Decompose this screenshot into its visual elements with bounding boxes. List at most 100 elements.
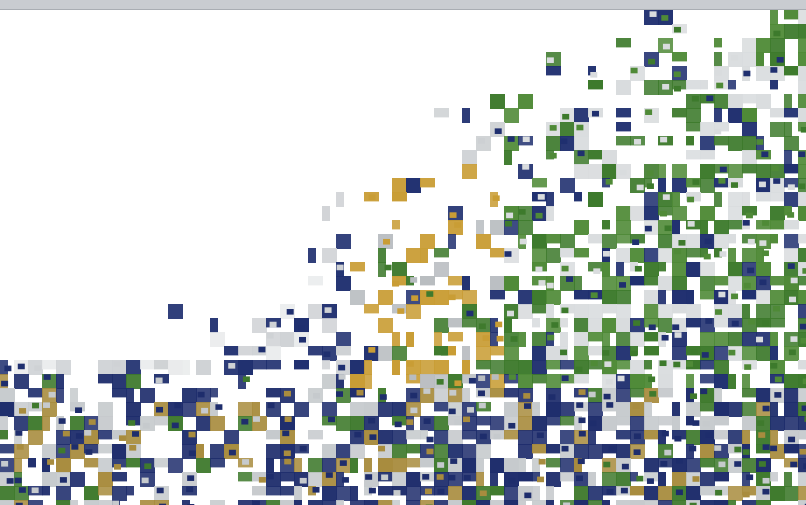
map-tile bbox=[378, 445, 386, 452]
map-tile bbox=[789, 296, 796, 303]
map-tile bbox=[258, 346, 266, 353]
map-tile bbox=[48, 391, 56, 398]
map-tile bbox=[784, 178, 799, 188]
map-tile bbox=[560, 318, 568, 328]
map-tile bbox=[602, 290, 617, 305]
map-tile bbox=[364, 500, 379, 505]
map-tile bbox=[660, 460, 668, 467]
map-tile bbox=[210, 500, 225, 505]
map-tile bbox=[770, 346, 778, 361]
map-tile bbox=[758, 432, 766, 438]
map-tile bbox=[716, 82, 724, 89]
map-tile bbox=[602, 234, 617, 249]
map-tile bbox=[476, 472, 484, 487]
map-tile bbox=[658, 262, 666, 272]
map-tile bbox=[518, 332, 526, 347]
map-tile bbox=[630, 276, 645, 286]
map-tile bbox=[602, 346, 617, 361]
map-tile bbox=[252, 360, 267, 370]
map-tile bbox=[378, 248, 386, 263]
map-tile bbox=[706, 95, 714, 102]
map-tile bbox=[593, 268, 601, 274]
map-tile bbox=[532, 416, 547, 431]
map-tile bbox=[602, 262, 610, 277]
map-tile bbox=[798, 472, 806, 487]
map-tile bbox=[406, 430, 421, 440]
map-tile bbox=[728, 248, 736, 263]
map-tile bbox=[588, 304, 603, 319]
map-tile bbox=[0, 402, 15, 417]
map-tile bbox=[28, 416, 43, 431]
map-tile bbox=[658, 248, 673, 263]
map-tile bbox=[210, 402, 218, 417]
map-tile bbox=[338, 364, 346, 371]
map-tile bbox=[28, 500, 43, 505]
map-tile bbox=[0, 486, 15, 501]
map-tile bbox=[630, 500, 645, 505]
map-tile bbox=[700, 122, 715, 137]
map-tile bbox=[286, 309, 294, 315]
map-tile bbox=[686, 248, 701, 258]
map-tile bbox=[322, 472, 337, 487]
map-tile bbox=[523, 403, 531, 409]
map-tile bbox=[686, 234, 701, 249]
map-tile bbox=[98, 374, 113, 384]
map-tile bbox=[448, 430, 463, 445]
map-tile bbox=[770, 38, 785, 53]
map-tile bbox=[336, 264, 344, 271]
map-tile bbox=[686, 192, 701, 202]
map-tile bbox=[714, 136, 729, 146]
map-tile bbox=[392, 402, 407, 417]
map-tile bbox=[140, 360, 155, 370]
map-tile bbox=[462, 318, 477, 328]
map-tile bbox=[616, 262, 624, 277]
map-tile bbox=[590, 292, 598, 298]
map-tile bbox=[771, 165, 779, 172]
map-tile bbox=[770, 472, 778, 482]
map-tile bbox=[730, 182, 738, 188]
map-tile bbox=[174, 402, 182, 409]
map-tile bbox=[392, 178, 407, 193]
map-tile bbox=[84, 486, 99, 501]
map-tile bbox=[770, 67, 778, 73]
map-tile bbox=[406, 419, 414, 425]
map-tile bbox=[126, 402, 141, 417]
map-tile bbox=[630, 262, 638, 272]
map-tile bbox=[490, 486, 505, 496]
map-tile bbox=[646, 478, 654, 484]
map-tile bbox=[700, 206, 715, 221]
map-tile bbox=[784, 444, 799, 454]
map-tile bbox=[784, 486, 799, 501]
map-tile bbox=[504, 251, 512, 257]
map-tile bbox=[616, 402, 631, 417]
map-tile bbox=[546, 290, 561, 305]
map-tile bbox=[798, 290, 806, 305]
map-tile bbox=[742, 416, 757, 431]
map-tile bbox=[630, 472, 638, 482]
map-tile bbox=[714, 374, 729, 389]
map-tile bbox=[392, 332, 400, 347]
map-tile bbox=[714, 332, 729, 347]
map-tile bbox=[532, 178, 547, 188]
map-tile bbox=[574, 304, 589, 319]
map-tile bbox=[490, 332, 498, 347]
map-tile bbox=[420, 360, 435, 375]
map-tile bbox=[784, 94, 792, 109]
map-tile bbox=[154, 416, 169, 426]
map-tile bbox=[602, 472, 617, 487]
map-tile bbox=[406, 472, 421, 487]
map-tile bbox=[98, 472, 113, 487]
map-tile bbox=[588, 66, 596, 76]
map-tile bbox=[798, 486, 806, 501]
map-tile bbox=[588, 472, 596, 487]
map-tile bbox=[658, 178, 666, 193]
map-tile bbox=[798, 304, 806, 319]
map-tile bbox=[690, 393, 698, 399]
map-tile bbox=[700, 388, 708, 395]
map-tile bbox=[798, 262, 806, 277]
map-tile bbox=[196, 444, 204, 459]
map-tile bbox=[700, 486, 715, 496]
map-tile bbox=[98, 500, 113, 505]
map-tile bbox=[551, 322, 559, 328]
map-tile bbox=[742, 402, 757, 417]
